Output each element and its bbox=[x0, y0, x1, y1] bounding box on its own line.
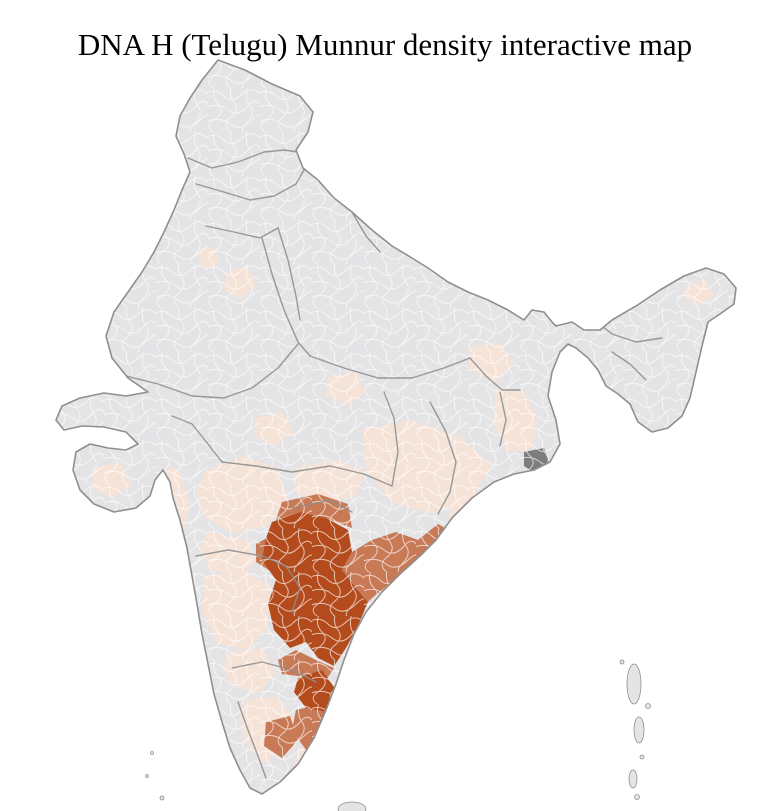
page-title: DNA H (Telugu) Munnur density interactiv… bbox=[77, 26, 693, 62]
state-borders bbox=[125, 149, 663, 779]
southern-island-edge bbox=[337, 801, 367, 811]
lakshadweep-islands[interactable] bbox=[145, 751, 165, 801]
andaman-nicobar-islands[interactable] bbox=[619, 659, 651, 800]
